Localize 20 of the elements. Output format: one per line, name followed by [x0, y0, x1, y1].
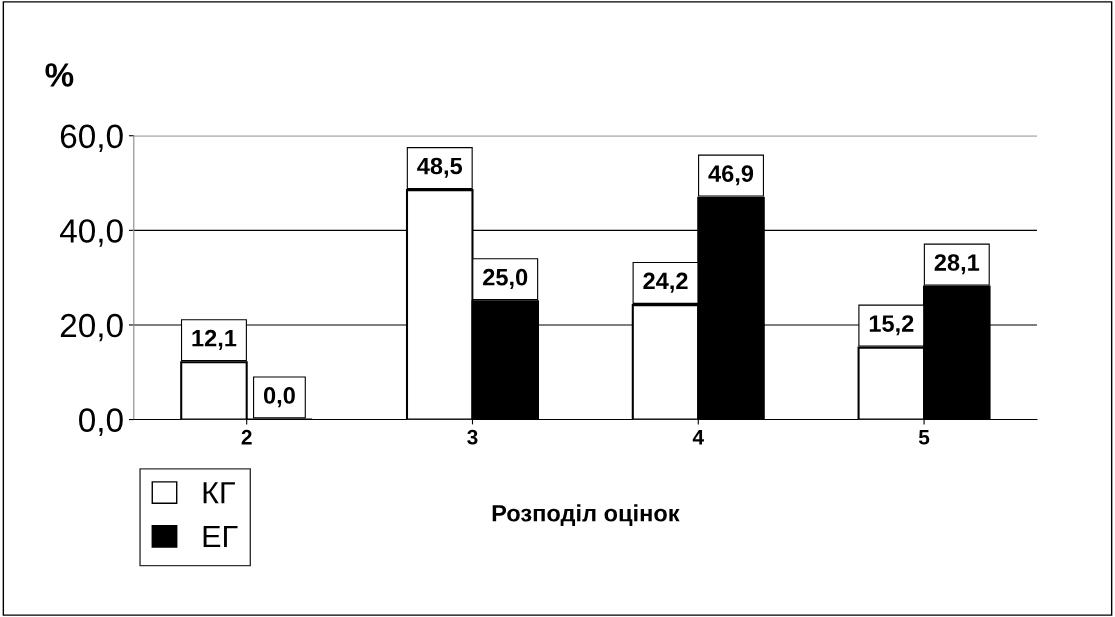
data-label: 25,0	[483, 268, 528, 289]
x-tick-label: 3	[467, 429, 478, 445]
data-label: 48,5	[417, 157, 463, 178]
x-axis-title: Розподіл оцінок	[492, 504, 680, 527]
y-tick-label: 40,0	[59, 219, 123, 247]
legend-label: КГ	[203, 482, 235, 504]
data-label: 12,1	[192, 329, 237, 350]
data-label: 24,2	[643, 272, 688, 293]
y-tick-label: 60,0	[60, 124, 123, 153]
y-tick-label: 20,0	[60, 313, 123, 342]
y-axis-title: %	[45, 63, 74, 87]
data-label: 28,1	[934, 254, 980, 275]
x-tick-label: 5	[918, 430, 930, 445]
legend-label: ЕГ	[203, 525, 238, 548]
data-label: 15,2	[869, 315, 914, 336]
x-tick-label: 2	[241, 429, 252, 445]
x-tick-label: 4	[692, 430, 704, 445]
data-label: 0,0	[263, 387, 295, 408]
y-tick-label: 0,0	[79, 408, 123, 436]
data-label: 46,9	[708, 165, 754, 186]
